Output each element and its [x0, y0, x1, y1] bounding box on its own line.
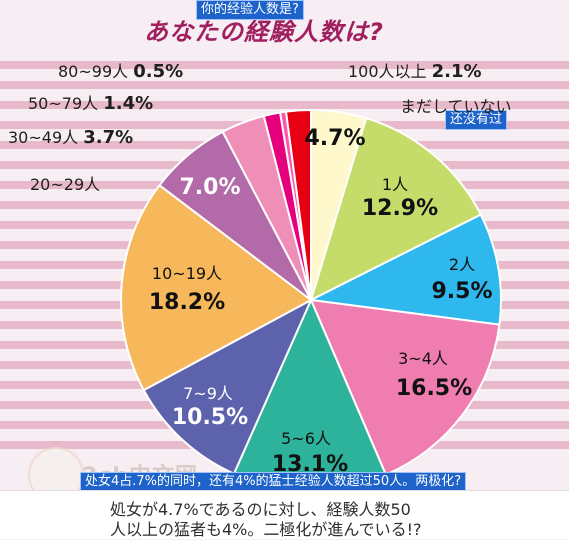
pie-slice: [309, 298, 501, 476]
slice-pct-20-29: 7.0%: [179, 175, 240, 200]
pie-slice: [120, 183, 313, 392]
slice-pct-not-yet: 4.7%: [304, 126, 365, 151]
slice-pct-1: 12.9%: [362, 196, 438, 221]
footer-band: [0, 490, 569, 539]
top-caption: 你的经验人数是?: [196, 0, 304, 20]
slice-label-1: 1人: [382, 175, 408, 194]
pie-slice: [309, 116, 483, 302]
pie-slice: [142, 297, 314, 476]
footer-line-2: 人以上の猛者も4%。二極化が進んでいる!?: [110, 520, 422, 539]
right-tag: 还没有过: [445, 110, 508, 130]
slice-pct-7-9: 10.5%: [172, 405, 248, 430]
slice-pct-2: 9.5%: [431, 279, 492, 304]
bottom-caption: 处女4占.7%的同时，还有4%的猛士经验人数超过50人。两极化?: [80, 472, 467, 492]
slice-label-7-9: 7~9人: [183, 384, 233, 403]
label-30-49: 30~49人 3.7%: [8, 127, 134, 148]
background-stripe: [0, 81, 569, 89]
slice-pct-3-4: 16.5%: [396, 376, 472, 401]
label-not-yet: まだしていない: [400, 97, 512, 116]
label-20-29: 20~29人: [30, 175, 101, 194]
pie-slice: [284, 108, 312, 301]
footer-divider: [0, 490, 569, 491]
slice-label-5-6: 5~6人: [281, 429, 331, 448]
footer-line-1: 処女が4.7%であるのに対し、経験人数50: [110, 500, 411, 519]
label-100-plus: 100人以上 2.1%: [348, 61, 482, 82]
background-stripe: [0, 101, 569, 109]
pie-slice: [307, 213, 502, 326]
slice-label-10-19: 10~19人: [152, 264, 222, 283]
slice-label-3-4: 3~4人: [398, 349, 448, 368]
label-80-99: 80~99人 0.5%: [58, 61, 184, 82]
label-50-79: 50~79人 1.4%: [28, 93, 154, 114]
background-stripe: [0, 61, 569, 69]
slice-pct-10-19: 18.2%: [149, 290, 225, 315]
slice-label-2: 2人: [449, 255, 475, 274]
chart-title: あなたの経験人数は?: [144, 18, 384, 46]
